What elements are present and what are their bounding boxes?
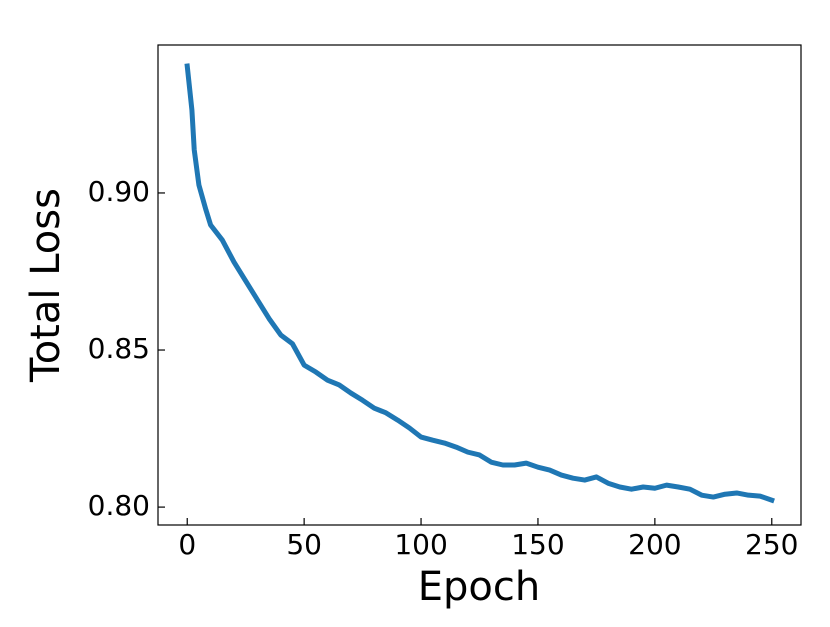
line xyxy=(184,63,775,504)
x-tick-label: 150 xyxy=(511,528,564,561)
y-tick-label: 0.80 xyxy=(88,489,150,522)
y-axis-label: Total Loss xyxy=(23,188,69,383)
x-tick-label: 50 xyxy=(286,528,322,561)
x-tick-label: 0 xyxy=(178,528,196,561)
y-tick-label: 0.85 xyxy=(88,332,150,365)
y-tick-label: 0.90 xyxy=(88,175,150,208)
plot-frame xyxy=(157,44,802,526)
x-axis-label: Epoch xyxy=(418,564,540,610)
x-tick-label: 200 xyxy=(628,528,681,561)
x-tick-label: 250 xyxy=(745,528,798,561)
x-tick-label: 100 xyxy=(394,528,447,561)
